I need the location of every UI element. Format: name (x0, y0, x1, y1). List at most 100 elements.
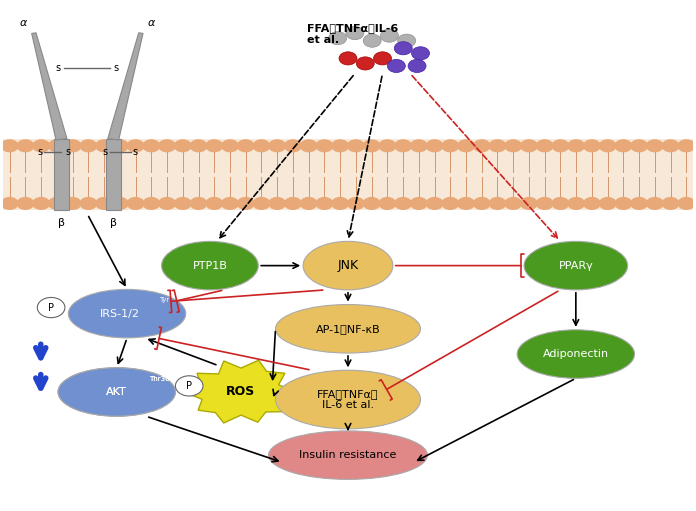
Circle shape (411, 47, 429, 60)
Circle shape (339, 52, 357, 65)
Circle shape (489, 140, 507, 152)
Circle shape (457, 140, 475, 152)
Circle shape (567, 197, 585, 210)
Circle shape (567, 140, 585, 152)
Circle shape (189, 140, 207, 152)
Ellipse shape (68, 289, 186, 338)
Ellipse shape (269, 431, 427, 479)
Circle shape (268, 197, 286, 210)
Circle shape (300, 140, 317, 152)
Circle shape (441, 197, 459, 210)
Circle shape (17, 140, 34, 152)
Circle shape (379, 197, 396, 210)
Circle shape (599, 197, 617, 210)
Circle shape (346, 27, 364, 40)
Text: IRS-1/2: IRS-1/2 (100, 309, 140, 319)
Circle shape (536, 197, 554, 210)
Circle shape (127, 197, 145, 210)
Circle shape (363, 34, 381, 47)
Circle shape (95, 197, 113, 210)
Text: PTP1B: PTP1B (193, 261, 228, 271)
Circle shape (394, 42, 412, 55)
Circle shape (599, 140, 617, 152)
Text: s: s (113, 63, 118, 74)
Ellipse shape (58, 368, 175, 416)
Ellipse shape (524, 241, 628, 290)
Circle shape (253, 197, 271, 210)
Circle shape (95, 140, 113, 152)
Circle shape (489, 197, 507, 210)
Polygon shape (184, 360, 296, 423)
Circle shape (237, 140, 255, 152)
Circle shape (410, 140, 428, 152)
Text: s: s (65, 147, 70, 157)
Circle shape (127, 140, 145, 152)
Circle shape (662, 197, 679, 210)
Text: s: s (37, 147, 42, 157)
Circle shape (175, 376, 203, 396)
Ellipse shape (276, 370, 420, 429)
Circle shape (142, 140, 160, 152)
Circle shape (630, 197, 648, 210)
Text: AP-1、NF-κB: AP-1、NF-κB (316, 324, 380, 334)
Circle shape (536, 140, 554, 152)
Circle shape (174, 140, 192, 152)
Circle shape (221, 140, 239, 152)
Circle shape (1, 197, 19, 210)
Circle shape (363, 197, 381, 210)
Circle shape (32, 197, 50, 210)
Circle shape (504, 140, 522, 152)
Circle shape (425, 197, 443, 210)
Text: s: s (102, 147, 108, 157)
Circle shape (379, 140, 396, 152)
Circle shape (394, 197, 412, 210)
Circle shape (441, 140, 459, 152)
Circle shape (363, 140, 381, 152)
Circle shape (205, 197, 223, 210)
Circle shape (142, 197, 160, 210)
Circle shape (315, 140, 333, 152)
Circle shape (300, 197, 317, 210)
Circle shape (520, 197, 538, 210)
Polygon shape (32, 33, 67, 140)
Text: α: α (19, 18, 27, 28)
Polygon shape (108, 33, 143, 140)
Circle shape (677, 197, 695, 210)
Circle shape (473, 197, 491, 210)
Circle shape (615, 197, 633, 210)
Text: FFA、TNFα、
IL-6 et al.: FFA、TNFα、 IL-6 et al. (317, 389, 379, 410)
Circle shape (646, 197, 664, 210)
Circle shape (662, 140, 679, 152)
Circle shape (17, 197, 34, 210)
Circle shape (221, 197, 239, 210)
Circle shape (410, 197, 428, 210)
Circle shape (315, 197, 333, 210)
Circle shape (551, 197, 569, 210)
Circle shape (331, 140, 349, 152)
Bar (54, 140, 69, 210)
Circle shape (38, 297, 65, 318)
Circle shape (79, 140, 97, 152)
Text: Insulin resistance: Insulin resistance (299, 450, 397, 460)
Circle shape (394, 140, 412, 152)
Circle shape (79, 197, 97, 210)
Circle shape (158, 140, 176, 152)
Circle shape (583, 197, 601, 210)
Circle shape (520, 140, 538, 152)
Circle shape (457, 197, 475, 210)
Text: P: P (187, 381, 192, 391)
Text: ROS: ROS (226, 385, 255, 399)
Circle shape (329, 32, 347, 45)
Text: Tyr: Tyr (159, 297, 169, 304)
Circle shape (381, 29, 398, 42)
Text: Adiponectin: Adiponectin (543, 349, 609, 359)
Circle shape (237, 197, 255, 210)
Circle shape (205, 140, 223, 152)
Circle shape (284, 140, 302, 152)
Circle shape (63, 197, 81, 210)
Ellipse shape (517, 330, 635, 378)
Circle shape (356, 57, 374, 70)
Circle shape (408, 59, 426, 73)
Circle shape (504, 197, 522, 210)
Circle shape (347, 197, 365, 210)
